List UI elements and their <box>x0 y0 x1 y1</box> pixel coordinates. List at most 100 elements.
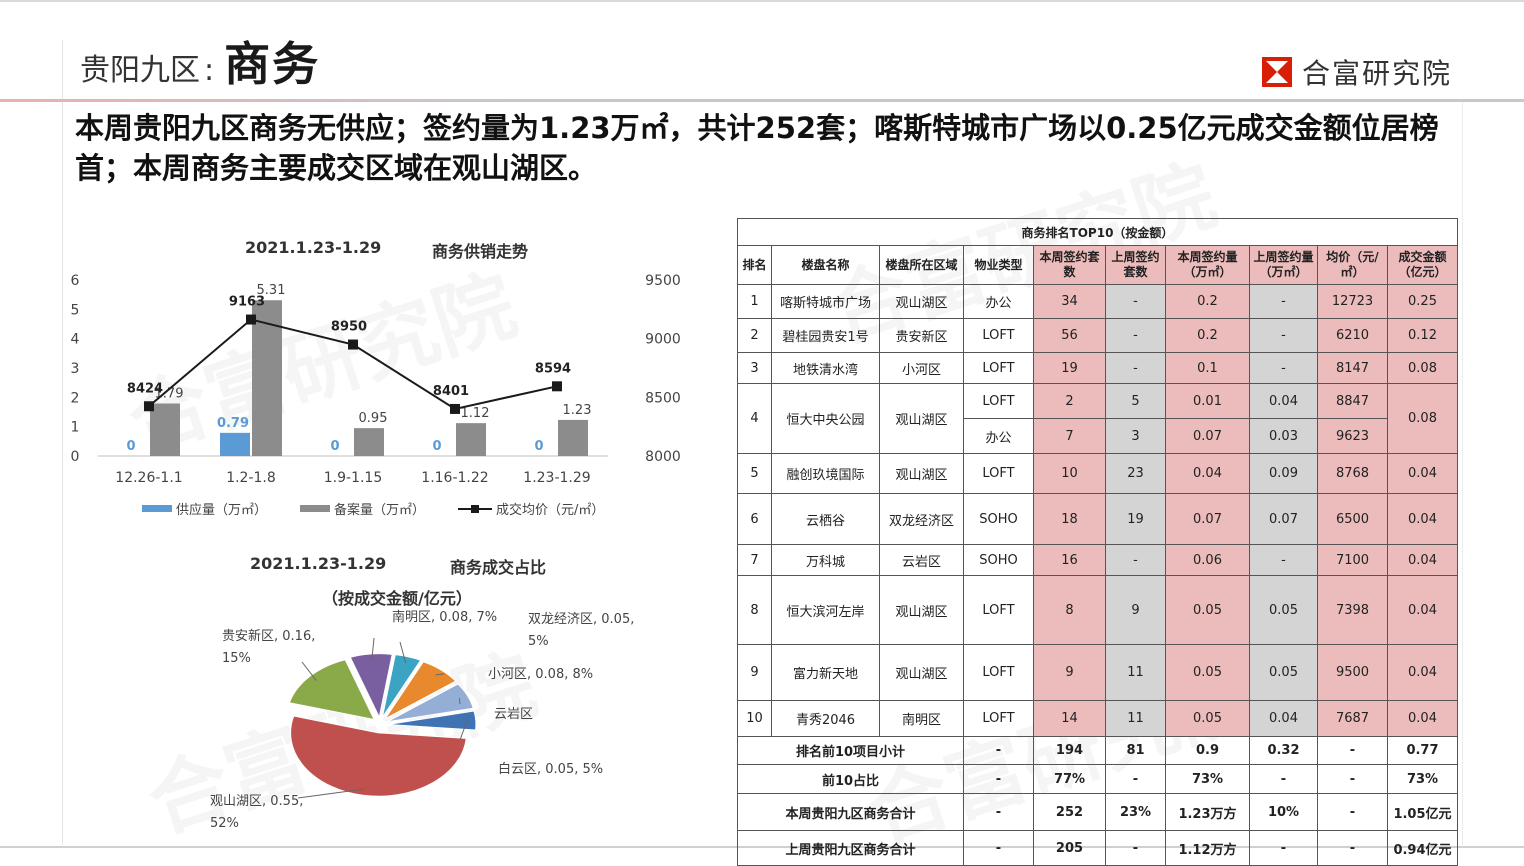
property-type-cell: LOFT <box>963 700 1034 737</box>
summary-last-units-cell: 23% <box>1105 793 1166 831</box>
deal-value-label: 1.23 <box>563 403 592 418</box>
summary-price-cell: - <box>1317 764 1388 794</box>
pie-slice-label: 贵安新区, 0.16, <box>222 628 315 644</box>
supply-value-label: 0 <box>534 439 543 454</box>
deal-share-pie-chart: 观山湖区, 0.55, 52% 贵安新区, 0.16, 15% 南明区, 0.08, 7… <box>210 609 634 831</box>
this-week-area-cell: 0.06 <box>1165 544 1250 576</box>
last-week-area-cell: 0.05 <box>1249 575 1318 645</box>
bar-chart-subtitle: 商务供销走势 <box>432 242 529 261</box>
table-header-cell: 均价（元/㎡） <box>1317 245 1388 285</box>
summary-this-units-cell: 252 <box>1033 793 1106 831</box>
left-tick-label: 1 <box>71 420 80 436</box>
summary-label-cell: 本周贵阳九区商务合计 <box>737 793 964 831</box>
price-value-label: 8594 <box>535 361 571 376</box>
summary-row: 本周贵阳九区商务合计 -252 23% 1.23万方 10% -1.05亿元 <box>737 793 1458 831</box>
logo-mark-icon <box>1262 57 1292 87</box>
pie-leader-line <box>371 637 375 661</box>
supply-value-label: 0 <box>330 439 339 454</box>
summary-row: 上周贵阳九区商务合计 -205-1.12万方 - -0.94亿元 <box>737 830 1458 866</box>
pie-slice <box>349 653 393 719</box>
this-week-units-cell: 18 <box>1033 493 1106 545</box>
table-row: 6 云栖谷 双龙经济区 SOHO 18 19 0.07 0.07 6500 0.04 <box>737 493 1458 545</box>
summary-this-area-cell: 1.12万方 <box>1165 830 1250 866</box>
table-header-cell: 本周签约套数 <box>1033 245 1106 285</box>
deal-value-label: 1.79 <box>155 386 184 401</box>
pie-slice <box>288 659 376 721</box>
this-week-units-cell: 14 <box>1033 700 1106 737</box>
district-cell: 南明区 <box>879 700 964 737</box>
this-week-units-cell: 2 <box>1033 383 1106 419</box>
district-cell: 观山湖区 <box>879 575 964 645</box>
summary-label-cell: 前10占比 <box>737 764 964 794</box>
summary-this-area-cell: 1.23万方 <box>1165 793 1250 831</box>
table-header-cell: 楼盘所在区域 <box>879 245 964 285</box>
table-row: 1 喀斯特城市广场 观山湖区 办公 34-0.2-12723 0.25 <box>737 284 1458 319</box>
project-name-cell: 喀斯特城市广场 <box>771 284 880 319</box>
rank-cell: 3 <box>737 352 772 384</box>
rank-cell: 2 <box>737 318 772 353</box>
supply-value-label: 0 <box>126 439 135 454</box>
right-tick-label: 8000 <box>645 449 681 465</box>
pie-slice-label: 白云区, 0.05, 5% <box>498 761 603 777</box>
category-label: 12.26-1.1 <box>115 470 182 486</box>
avg-price-cell: 6210 <box>1317 318 1388 353</box>
this-week-units-cell: 7 <box>1033 418 1106 454</box>
property-type-cell: LOFT <box>963 453 1034 494</box>
table-title-row: 商务排名TOP10（按金额） <box>737 218 1458 246</box>
amount-cell: 0.04 <box>1387 453 1458 494</box>
avg-price-cell: 7398 <box>1317 575 1388 645</box>
category-label: 1.16-1.22 <box>421 470 488 486</box>
title-main: 商务 <box>224 37 321 91</box>
summary-type-cell: - <box>963 793 1034 831</box>
left-tick-label: 0 <box>71 449 80 465</box>
summary-text: 本周贵阳九区商务无供应；签约量为1.23万㎡，共计252套；喀斯特城市广场以0.… <box>75 111 1439 185</box>
last-week-area-cell: 0.07 <box>1249 493 1318 545</box>
property-type-cell: SOHO <box>963 544 1034 576</box>
table-row: 10 青秀2046 南明区 LOFT 14 11 0.05 0.04 7687 0.04 <box>737 700 1458 737</box>
price-marker <box>144 401 154 412</box>
project-name-cell: 青秀2046 <box>771 700 880 737</box>
project-name-cell: 融创玖境国际 <box>771 453 880 494</box>
rank-cell: 7 <box>737 544 772 576</box>
last-week-area-cell: - <box>1249 352 1318 384</box>
deal-value-label: 1.12 <box>461 406 490 421</box>
pie-chart-subtitle: 商务成交占比 <box>450 558 547 577</box>
pie-slice-label: 双龙经济区, 0.05, <box>528 612 634 627</box>
pie-slice-label: 云岩区 <box>494 707 533 722</box>
price-value-label: 8950 <box>331 320 367 335</box>
price-value-label: 8424 <box>127 381 163 396</box>
last-week-units-cell: 23 <box>1105 453 1166 494</box>
this-week-area-cell: 0.01 <box>1165 383 1250 419</box>
property-type-cell: 办公 <box>963 284 1034 319</box>
right-guide-line <box>1462 100 1463 845</box>
summary-this-units-cell: 205 <box>1033 830 1106 866</box>
this-week-area-cell: 0.04 <box>1165 453 1250 494</box>
avg-price-cell: 12723 <box>1317 284 1388 319</box>
summary-row: 前10占比 -77% -73% - -73% <box>737 764 1458 794</box>
summary-last-units-cell: - <box>1105 830 1166 866</box>
deal-bar <box>558 419 588 456</box>
property-type-cell: 办公 <box>963 418 1034 454</box>
right-tick-label: 8500 <box>645 390 681 406</box>
table-row: 8 恒大滨河左岸 观山湖区 LOFT 8 9 0.05 0.05 7398 0.04 <box>737 575 1458 645</box>
deal-bar <box>150 403 180 456</box>
left-tick-label: 6 <box>71 273 80 289</box>
table-header-row: 排名 楼盘名称 楼盘所在区域 物业类型 本周签约套数 上周签约套数 本周签约量（万㎡） 上周签… <box>737 245 1458 285</box>
table-header-cell: 楼盘名称 <box>771 245 880 285</box>
this-week-area-cell: 0.05 <box>1165 644 1250 701</box>
rank-cell: 10 <box>737 700 772 737</box>
district-cell: 小河区 <box>879 352 964 384</box>
deal-bar <box>456 423 486 456</box>
table-header-cell: 成交金额（亿元） <box>1387 245 1458 285</box>
summary-this-units-cell: 77% <box>1033 764 1106 794</box>
pie-slice <box>387 710 477 731</box>
summary-amount-cell: 73% <box>1387 764 1458 794</box>
rank-cell: 6 <box>737 493 772 545</box>
summary-last-units-cell: - <box>1105 764 1166 794</box>
property-type-cell: LOFT <box>963 644 1034 701</box>
pie-leader-line <box>297 788 365 799</box>
last-week-area-cell: 0.05 <box>1249 644 1318 701</box>
this-week-units-cell: 56 <box>1033 318 1106 353</box>
table-row: 5 融创玖境国际 观山湖区 LOFT 10 23 0.04 0.09 8768 0.04 <box>737 453 1458 494</box>
legend-deal-label: 备案量（万㎡） <box>334 502 425 518</box>
